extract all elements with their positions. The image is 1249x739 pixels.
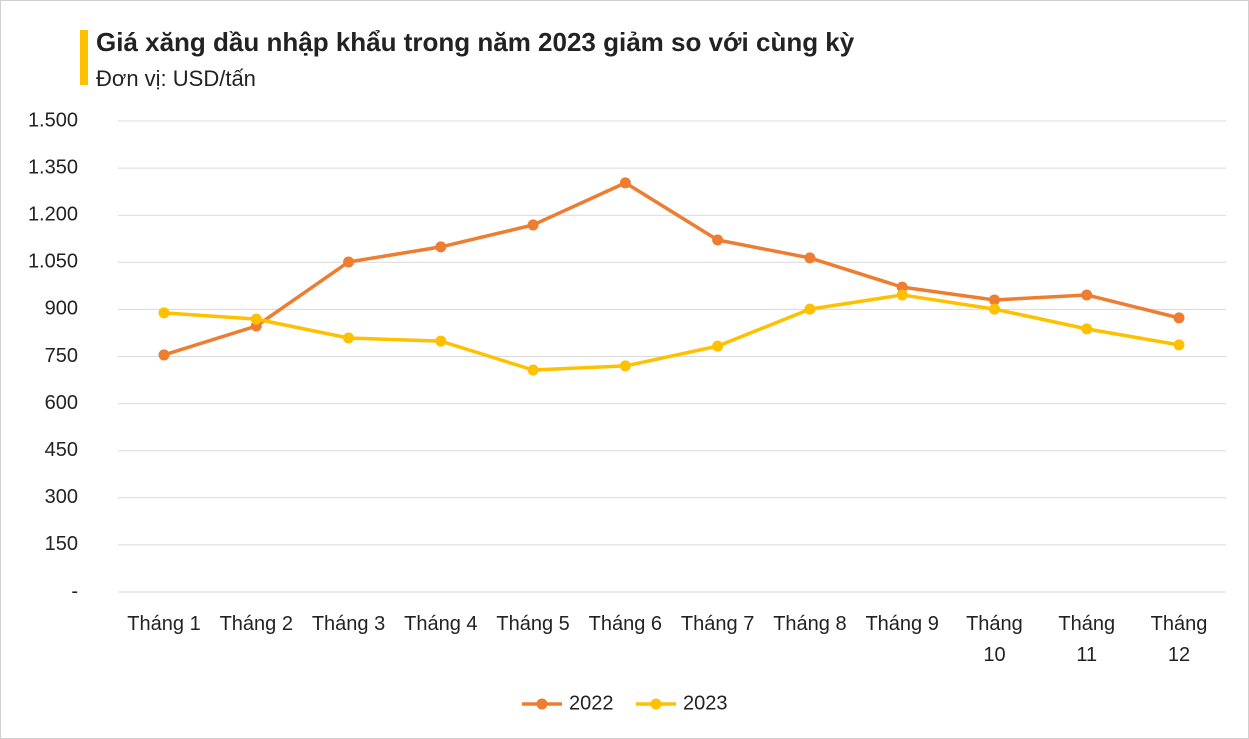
point	[804, 303, 816, 315]
point	[1081, 323, 1093, 335]
point	[896, 281, 908, 293]
point	[988, 303, 1000, 315]
point	[619, 177, 631, 189]
point	[343, 256, 355, 268]
y-tick-label: 1.200	[28, 203, 78, 225]
chart-subtitle: Đơn vị: USD/tấn	[96, 66, 256, 91]
y-tick-label: 300	[45, 486, 78, 508]
y-tick-label: 150	[45, 533, 78, 555]
y-tick-label: 1.350	[28, 156, 78, 178]
x-tick-label: Tháng 8	[773, 613, 847, 635]
y-tick-label: 900	[45, 298, 78, 320]
point	[1173, 312, 1185, 324]
y-tick-label: 750	[45, 345, 78, 367]
chart-title: Giá xăng dầu nhập khẩu trong năm 2023 gi…	[96, 27, 855, 57]
point	[527, 364, 539, 376]
point	[988, 294, 1000, 306]
y-tick-label: -	[71, 580, 78, 602]
x-tick-label: Tháng 3	[311, 613, 386, 635]
x-tick-label: Tháng 2	[219, 613, 293, 635]
x-tick-label: Tháng 11	[1058, 613, 1116, 666]
legend-label: 2022	[569, 692, 614, 714]
point	[158, 307, 170, 319]
x-tick-label: Tháng 10	[966, 613, 1023, 666]
legend-marker	[536, 698, 548, 710]
y-tick-label: 1.500	[28, 109, 78, 131]
x-tick-label: Tháng 9	[865, 613, 939, 635]
point	[712, 234, 724, 246]
x-tick-label: Tháng 5	[496, 613, 570, 635]
point	[527, 219, 539, 231]
y-tick-label: 450	[45, 439, 78, 461]
point	[804, 252, 816, 264]
point	[435, 241, 447, 253]
point	[250, 313, 262, 325]
x-tick-label: Tháng 4	[404, 613, 478, 635]
x-tick-label: Tháng 6	[588, 613, 663, 635]
point	[712, 340, 724, 352]
point	[435, 335, 447, 347]
legend-marker	[650, 698, 662, 710]
point	[1081, 289, 1093, 301]
point	[343, 332, 355, 344]
point	[619, 360, 631, 372]
y-tick-label: 1.050	[28, 251, 78, 273]
line	[163, 181, 1180, 357]
point	[896, 289, 908, 301]
point	[1173, 339, 1185, 351]
title-accent	[80, 30, 88, 85]
point	[158, 349, 170, 361]
x-tick-label: Tháng 12	[1150, 613, 1208, 666]
x-tick-label: Tháng 7	[680, 613, 755, 635]
legend-label: 2023	[683, 692, 728, 714]
y-tick-label: 600	[45, 392, 78, 414]
line	[163, 293, 1180, 372]
x-tick-label: Tháng 1	[127, 613, 201, 635]
